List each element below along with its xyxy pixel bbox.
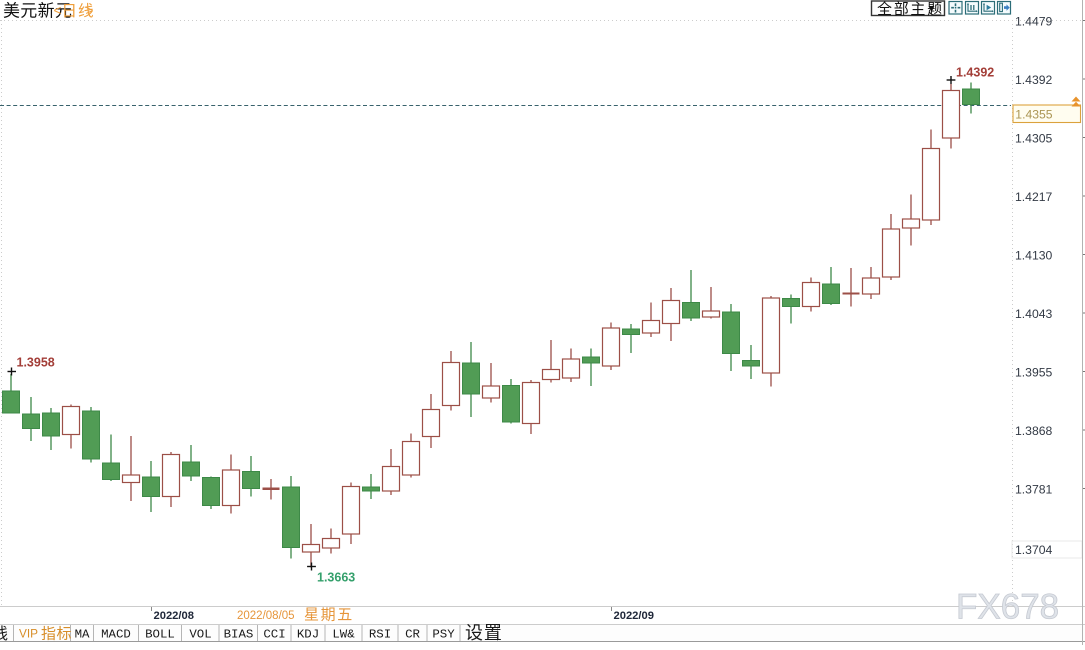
svg-text:1.4392: 1.4392 bbox=[1015, 73, 1052, 87]
svg-text:▼: ▼ bbox=[927, 4, 937, 15]
svg-text:MA: MA bbox=[75, 628, 90, 642]
svg-text:星期五: 星期五 bbox=[304, 607, 354, 624]
svg-text:PSY: PSY bbox=[432, 628, 455, 642]
svg-text:全部主题: 全部主题 bbox=[877, 0, 944, 18]
svg-text:>: > bbox=[86, 3, 94, 18]
svg-text:2022/08/05: 2022/08/05 bbox=[237, 610, 295, 622]
svg-text:1.4305: 1.4305 bbox=[1015, 132, 1052, 146]
svg-text:1.3663: 1.3663 bbox=[317, 571, 355, 585]
svg-text:指标: 指标 bbox=[41, 626, 72, 643]
svg-text:VOL: VOL bbox=[189, 628, 211, 642]
svg-text:设置: 设置 bbox=[465, 623, 503, 643]
svg-text:KDJ: KDJ bbox=[297, 628, 319, 642]
svg-text:VIP: VIP bbox=[19, 627, 38, 641]
svg-text:日线: 日线 bbox=[62, 2, 95, 20]
svg-text:1.4043: 1.4043 bbox=[1015, 307, 1052, 321]
svg-text:LW&: LW& bbox=[332, 628, 355, 642]
svg-text:1.4217: 1.4217 bbox=[1015, 190, 1052, 204]
svg-text:1.3868: 1.3868 bbox=[1015, 424, 1052, 438]
svg-text:RSI: RSI bbox=[369, 628, 391, 642]
svg-text:美元新元: 美元新元 bbox=[3, 2, 72, 21]
svg-text:FX678: FX678 bbox=[956, 588, 1059, 627]
svg-text:1.4392: 1.4392 bbox=[956, 66, 994, 80]
svg-text:1.3958: 1.3958 bbox=[17, 356, 55, 370]
svg-text:CR: CR bbox=[405, 628, 420, 642]
svg-text:1.3781: 1.3781 bbox=[1015, 483, 1052, 497]
svg-text:线: 线 bbox=[0, 625, 8, 643]
svg-text:1.3955: 1.3955 bbox=[1015, 366, 1052, 380]
svg-text:1.3704: 1.3704 bbox=[1015, 543, 1052, 557]
svg-text:2022/09: 2022/09 bbox=[614, 610, 654, 622]
svg-text:1.4130: 1.4130 bbox=[1015, 249, 1052, 263]
svg-text:1.4355: 1.4355 bbox=[1015, 108, 1052, 122]
svg-text:1.4479: 1.4479 bbox=[1015, 15, 1052, 29]
svg-text:CCI: CCI bbox=[263, 628, 285, 642]
svg-text:BIAS: BIAS bbox=[224, 628, 254, 642]
svg-text:<: < bbox=[54, 3, 62, 18]
svg-text:2022/08: 2022/08 bbox=[154, 610, 194, 622]
svg-text:MACD: MACD bbox=[101, 628, 131, 642]
svg-text:BOLL: BOLL bbox=[145, 628, 175, 642]
